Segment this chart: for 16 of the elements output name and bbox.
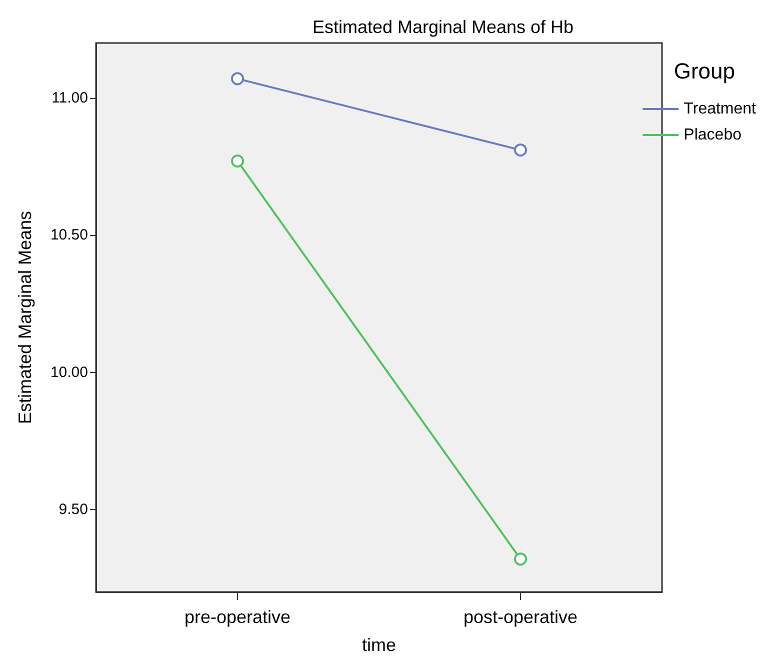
point	[231, 154, 244, 168]
point	[231, 72, 244, 86]
legend-title: Group	[674, 58, 736, 84]
x-tick-label: post-operative	[463, 607, 578, 627]
point	[514, 552, 527, 566]
chart-title: Estimated Marginal Means of Hb	[312, 17, 574, 37]
y-tick-label: 9.50	[58, 501, 88, 518]
y-tick-label: 10.00	[50, 364, 88, 381]
legend-label: Treatment	[684, 100, 757, 118]
x-tick-label: pre-operative	[184, 607, 291, 627]
y-tick-label: 10.50	[50, 226, 88, 244]
legend-label: Placebo	[684, 126, 742, 144]
point	[514, 144, 527, 157]
y-tick-label: 11.00	[52, 89, 88, 106]
x-axis-title: time	[362, 635, 396, 655]
y-axis-title: Estimated Marginal Means	[15, 210, 35, 424]
